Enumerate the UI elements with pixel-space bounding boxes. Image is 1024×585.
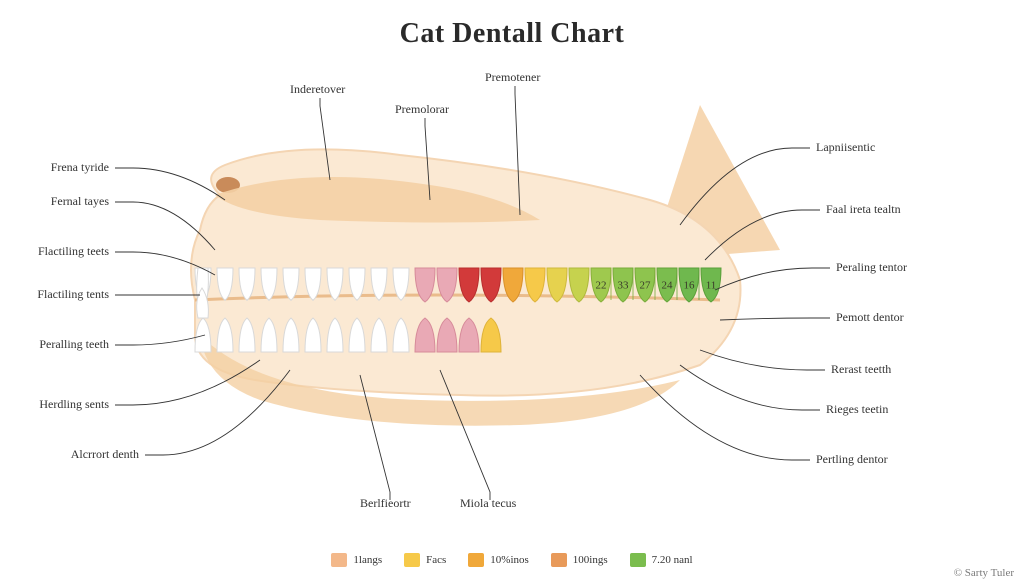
callout-label: Berlfieortr — [360, 496, 411, 511]
callout-label: Pemott dentor — [836, 310, 904, 325]
callout-label: Inderetover — [290, 82, 345, 97]
leader-line — [360, 375, 390, 500]
tooth-number: 22 — [596, 279, 607, 291]
tooth-number: 11 — [706, 279, 717, 291]
callout-label: Herdling sents — [39, 397, 109, 412]
legend-swatch — [630, 553, 646, 567]
color-legend: 1langs Facs 10%inos 100ings 7.20 nanl — [0, 553, 1024, 567]
callout-label: Miola tecus — [460, 496, 516, 511]
leader-line — [680, 365, 820, 410]
callout-label: Rieges teetin — [826, 402, 888, 417]
leader-line — [115, 335, 205, 345]
callout-label: Peralling teeth — [39, 337, 109, 352]
legend-label: 7.20 nanl — [652, 554, 693, 566]
callout-label: Premotener — [485, 70, 540, 85]
legend-item: 10%inos — [468, 553, 529, 567]
legend-swatch — [404, 553, 420, 567]
credit-text: © Sarty Tuler — [954, 567, 1014, 579]
callout-label: Flactiling tents — [37, 287, 109, 302]
legend-label: 100ings — [573, 554, 608, 566]
leader-line — [115, 168, 225, 200]
legend-label: Facs — [426, 554, 446, 566]
legend-label: 1langs — [353, 554, 382, 566]
legend-item: 1langs — [331, 553, 382, 567]
legend-label: 10%inos — [490, 554, 529, 566]
cat-head-shape — [191, 105, 780, 426]
callout-label: Pertling dentor — [816, 452, 888, 467]
tooth-number: 16 — [684, 279, 696, 291]
tooth-number: 27 — [640, 279, 652, 291]
callout-label: Lapniisentic — [816, 140, 875, 155]
legend-item: 7.20 nanl — [630, 553, 693, 567]
legend-swatch — [331, 553, 347, 567]
callout-label: Faal ireta tealtn — [826, 202, 901, 217]
callout-label: Premolorar — [395, 102, 449, 117]
callout-label: Alcrrort denth — [71, 447, 139, 462]
legend-item: Facs — [404, 553, 446, 567]
tooth-number: 24 — [662, 279, 674, 291]
tooth-number: 33 — [618, 279, 630, 291]
leader-line — [700, 350, 825, 370]
legend-swatch — [551, 553, 567, 567]
callout-label: Peraling tentor — [836, 260, 907, 275]
callout-label: Flactiling teets — [38, 244, 109, 259]
callout-label: Rerast teetth — [831, 362, 891, 377]
callout-label: Fernal tayes — [51, 194, 109, 209]
callout-label: Frena tyride — [51, 160, 109, 175]
legend-swatch — [468, 553, 484, 567]
legend-item: 100ings — [551, 553, 608, 567]
